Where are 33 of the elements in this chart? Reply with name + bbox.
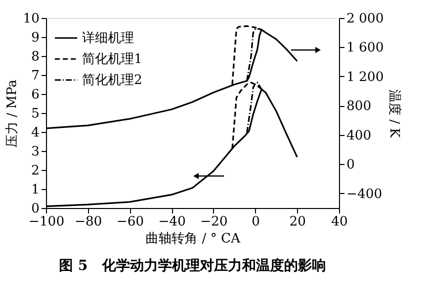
y-tick-label: 4 [31, 126, 40, 140]
y-tick-label: 0 [31, 202, 40, 216]
x-axis-title: 曲轴转角 / ° CA [146, 232, 241, 246]
x-tick-label: 40 [331, 214, 348, 230]
y-tick-label: 1 [31, 182, 40, 198]
y-tick-label: 8 [31, 50, 40, 64]
legend-label: 简化机理1 [82, 52, 142, 67]
y2-tick-label: 2 000 [346, 12, 384, 26]
y2-tick-label: 400 [346, 128, 372, 144]
y-tick-label: 2 [31, 164, 40, 178]
x-tick-label: −100 [28, 214, 64, 230]
y-tick-label: 9 [31, 30, 40, 46]
y2-axis-title: 温度 / K [386, 89, 403, 138]
x-tick-label: −40 [158, 214, 186, 230]
x-tick-label: −60 [116, 214, 144, 230]
y2-tick-label: 0 [346, 158, 355, 173]
y2-tick-label: 1 600 [346, 40, 384, 56]
y2-tick-label: −400 [346, 186, 382, 202]
y-axis-title: 压力 / MPa [4, 79, 20, 148]
y-tick-label: 6 [31, 88, 40, 102]
y-tick-label: 7 [31, 68, 40, 84]
y-tick-label: 10 [22, 12, 40, 26]
x-tick-label: −20 [200, 214, 228, 230]
y-tick-label: 5 [31, 106, 40, 122]
legend-label: 详细机理 [82, 31, 134, 46]
x-tick-label: 20 [289, 214, 306, 230]
text: 图 5 化学动力学机理对压力和温度的影响 [59, 257, 326, 274]
y2-tick-label: 800 [346, 99, 372, 114]
y-tick-label: 3 [31, 144, 40, 160]
x-tick-label: 0 [252, 214, 260, 230]
legend-label: 简化机理2 [82, 73, 142, 88]
x-tick-label: −80 [74, 214, 102, 230]
y2-tick-label: 1 200 [346, 70, 384, 85]
